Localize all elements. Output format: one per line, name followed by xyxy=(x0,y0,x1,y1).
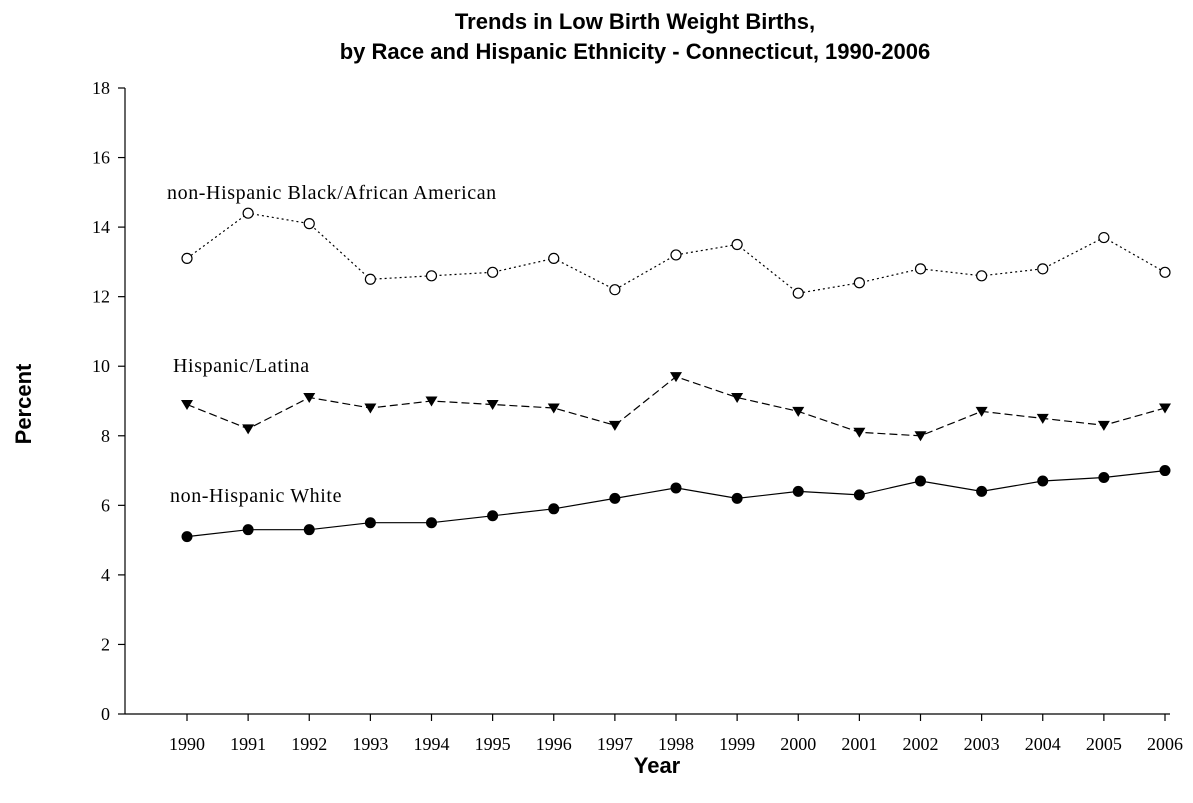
y-ticks: 0 2 4 6 8 10 12 14 16 18 xyxy=(92,78,125,724)
x-tick-label: 2005 xyxy=(1086,734,1122,754)
data-point xyxy=(853,277,865,289)
data-point xyxy=(242,424,255,435)
data-point xyxy=(548,252,560,265)
data-point xyxy=(1159,403,1171,414)
x-tick-label: 1997 xyxy=(597,734,633,754)
data-point xyxy=(853,427,866,438)
data-point xyxy=(1037,263,1049,275)
data-point xyxy=(181,252,193,265)
y-tick-label: 18 xyxy=(92,78,110,98)
data-point xyxy=(792,406,805,417)
y-tick-label: 4 xyxy=(101,565,110,585)
data-point xyxy=(1159,266,1171,278)
data-point xyxy=(303,218,315,230)
data-point xyxy=(426,517,437,529)
data-point xyxy=(548,503,560,515)
x-tick-label: 2001 xyxy=(841,734,877,754)
series-line xyxy=(186,212,1166,294)
data-point xyxy=(670,372,682,383)
data-point xyxy=(976,270,988,282)
data-point xyxy=(364,403,377,414)
data-point xyxy=(731,393,744,404)
data-point xyxy=(609,284,621,296)
data-point xyxy=(975,406,988,417)
data-point xyxy=(487,510,499,522)
series-line xyxy=(186,376,1166,437)
y-tick-label: 2 xyxy=(101,634,110,654)
series-2 xyxy=(181,465,1171,543)
data-point xyxy=(1037,475,1049,487)
series-label-black: non-Hispanic Black/African American xyxy=(167,182,497,204)
x-tick-label: 2000 xyxy=(780,734,816,754)
series-1 xyxy=(181,372,1171,442)
x-axis-title: Year xyxy=(634,753,681,778)
data-point xyxy=(608,420,621,431)
data-point xyxy=(1159,465,1171,477)
x-tick-label: 1995 xyxy=(475,734,511,754)
data-point xyxy=(181,399,193,410)
series-layer xyxy=(181,207,1171,543)
data-point xyxy=(670,482,682,494)
x-tick-label: 1999 xyxy=(719,734,755,754)
data-point xyxy=(1098,472,1110,484)
x-tick-label: 2003 xyxy=(964,734,1000,754)
data-point xyxy=(914,263,927,275)
series-label-white: non-Hispanic White xyxy=(170,485,342,507)
y-tick-label: 14 xyxy=(92,217,110,237)
y-tick-label: 12 xyxy=(92,287,110,307)
x-tick-label: 1996 xyxy=(536,734,572,754)
data-point xyxy=(547,403,560,414)
data-point xyxy=(670,249,682,261)
chart-title-line-2: by Race and Hispanic Ethnicity - Connect… xyxy=(340,39,931,64)
data-point xyxy=(915,475,926,487)
data-point xyxy=(242,207,254,219)
data-point xyxy=(242,524,254,536)
series-0 xyxy=(181,207,1171,299)
x-ticks: 1990 1991 1992 1993 1994 1995 1996 1997 1998 1999… xyxy=(169,714,1183,754)
y-tick-label: 10 xyxy=(92,356,110,376)
data-point xyxy=(364,273,376,285)
data-point xyxy=(731,238,743,251)
x-tick-label: 2002 xyxy=(903,734,939,754)
data-point xyxy=(1036,413,1049,424)
x-tick-label: 1992 xyxy=(291,734,327,754)
y-tick-label: 16 xyxy=(92,148,110,168)
data-point xyxy=(425,270,438,282)
y-tick-label: 6 xyxy=(101,495,110,515)
data-point xyxy=(425,396,438,407)
data-point xyxy=(976,485,988,497)
data-point xyxy=(792,287,804,299)
data-point xyxy=(303,524,315,536)
x-tick-label: 2006 xyxy=(1147,734,1183,754)
x-tick-label: 1993 xyxy=(352,734,388,754)
data-point xyxy=(1098,231,1110,244)
x-tick-label: 1991 xyxy=(230,734,266,754)
x-tick-label: 2004 xyxy=(1025,734,1061,754)
data-point xyxy=(792,485,804,497)
data-point xyxy=(853,489,865,501)
y-axis-title: Percent xyxy=(11,363,36,444)
x-tick-label: 1998 xyxy=(658,734,694,754)
chart-title-line-1: Trends in Low Birth Weight Births, xyxy=(455,9,815,34)
data-point xyxy=(487,266,499,278)
data-point xyxy=(914,431,927,442)
data-point xyxy=(609,492,621,504)
x-tick-label: 1990 xyxy=(169,734,205,754)
data-point xyxy=(486,399,499,410)
x-tick-label: 1994 xyxy=(414,734,450,754)
data-point xyxy=(181,531,193,543)
series-label-hispanic: Hispanic/Latina xyxy=(173,355,310,377)
axes xyxy=(124,88,1170,715)
y-tick-label: 8 xyxy=(101,426,110,446)
data-point xyxy=(1097,420,1110,431)
y-tick-label: 0 xyxy=(101,704,110,724)
data-point xyxy=(364,517,376,529)
data-point xyxy=(303,393,316,404)
data-point xyxy=(731,492,743,504)
